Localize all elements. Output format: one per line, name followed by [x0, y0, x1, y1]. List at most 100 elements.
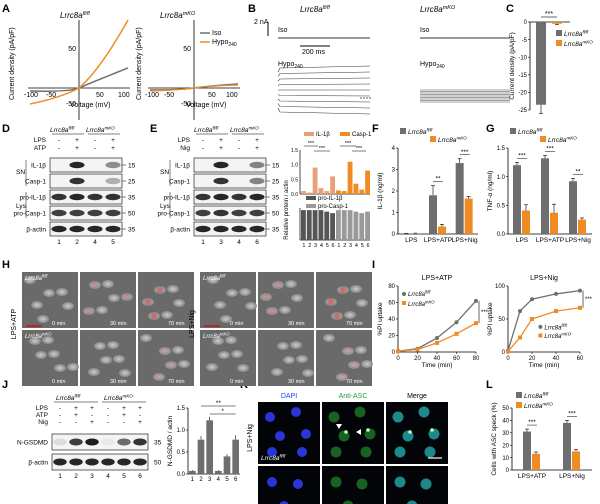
genotype-name: Lrrc8a: [56, 395, 75, 402]
e-ylabel: Relative protein / actin: [284, 180, 290, 239]
j-ytick-label: 0.0: [177, 472, 186, 478]
i2-sig: ***: [585, 297, 593, 303]
genotype-label: Lrrc8afl/fl: [56, 394, 81, 403]
genotype-name: Lrrc8a: [25, 334, 43, 340]
genotype-label: Lrrc8afl/fl: [408, 290, 431, 299]
i2-ytick-label: 50: [498, 317, 505, 323]
genotype-name: Lrrc8a: [524, 403, 543, 410]
blot-band: [69, 177, 85, 185]
iv-right-ytick-m50: -50: [181, 101, 191, 108]
e-bottom-bar: [330, 213, 335, 240]
j-ytick-label: 1.0: [177, 428, 186, 434]
patch-clamp-traces: [277, 37, 510, 115]
blot-band: [213, 161, 229, 169]
h-cell: [361, 360, 373, 368]
panel-a-title-fl: Lrrc8afl/fl: [60, 11, 90, 20]
j-blot-band: [117, 458, 131, 466]
h-pi-signal: [274, 281, 282, 289]
j-sign: -: [59, 405, 61, 412]
f-ytick-label: 1: [392, 211, 396, 217]
genotype-name: Lrrc8a: [524, 393, 543, 400]
genotype-name: Lrrc8a: [438, 137, 457, 144]
blot-band: [69, 209, 85, 217]
j-blot-band: [133, 458, 147, 466]
genotype-name: Lrrc8a: [203, 334, 221, 340]
g-bar: [569, 181, 577, 234]
e-top-bar: [347, 161, 353, 194]
i1-title: LPS+ATP: [422, 275, 453, 282]
blot-row-label: IL-1β: [175, 162, 190, 169]
j-xtick-label: 5: [225, 477, 229, 483]
trace-hypo-fl: [277, 65, 371, 73]
g-ylabel: TNF-α (ng/ml): [487, 171, 494, 212]
j-blot-band: [133, 438, 147, 446]
j-sign: +: [90, 405, 94, 412]
k-merge-cell: [402, 430, 414, 442]
h-cell: [226, 289, 238, 297]
blot-band: [87, 193, 103, 201]
h-time-label: 0 min: [230, 379, 243, 385]
j-bar: [197, 439, 205, 474]
h-cell: [290, 341, 302, 349]
blot-mw-label: 25: [128, 178, 136, 185]
j-sign: -: [107, 405, 109, 412]
genotype-sup: fl/fl: [83, 11, 91, 17]
blot-mw-label: 15: [128, 162, 136, 169]
panel-letter-c: C: [506, 3, 514, 15]
h-cell: [207, 276, 219, 284]
genotype-sup: fl/fl: [279, 454, 286, 459]
panel-b: Lrrc8afl/fl Lrrc8amKO 2 nA 200 ms Iso Is…: [254, 5, 510, 115]
j-bar: [232, 439, 239, 474]
h-cell: [37, 315, 49, 323]
j-sign: +: [138, 405, 142, 412]
j-lane-number: 1: [58, 473, 62, 480]
j-lane-number: 2: [74, 473, 78, 480]
genotype-sup: mKO: [248, 126, 259, 131]
j-bar: [223, 456, 231, 474]
h-time-label: 30 min: [110, 321, 127, 327]
genotype-label: Lrrc8amKO: [408, 300, 435, 309]
h-cell: [167, 285, 179, 293]
j-blot-band: [101, 438, 115, 446]
e-xtick-label: 5: [326, 243, 329, 249]
k-nucleus: [279, 501, 289, 504]
j-mw-label: 50: [154, 459, 162, 466]
c-ytick-label: 0: [524, 20, 528, 26]
f-xtick-label: LPS+ATP: [424, 237, 452, 244]
e-legend-swatch: [306, 196, 316, 200]
e-legend-label: pro-IL-1β: [318, 196, 343, 202]
j-blot-label: β-actin: [28, 459, 48, 466]
f-bar: [438, 226, 446, 234]
genotype-sup: fl/fl: [220, 274, 226, 279]
panel-letter-d: D: [2, 123, 10, 135]
i1-point: [474, 321, 478, 326]
panel-letter-l: L: [486, 379, 493, 391]
f-bar: [429, 195, 437, 234]
blot-lane-number: 5: [111, 239, 115, 246]
genotype-name: Lrrc8a: [518, 129, 537, 136]
f-sig: ***: [461, 149, 469, 156]
blot-sign: +: [255, 145, 259, 152]
l-bar: [532, 453, 540, 470]
genotype-sup: mKO: [104, 126, 115, 131]
genotype-sup: fl/fl: [536, 128, 543, 133]
blot-mw-label: 35: [272, 226, 280, 233]
e-bottom-bar: [359, 213, 365, 240]
k-asc-stain: [360, 446, 372, 458]
panel-letter-j: J: [2, 379, 8, 391]
g-bar: [513, 165, 521, 234]
genotype-label: Lrrc8afl/fl: [194, 126, 219, 135]
trace-hypo-fl: [277, 94, 371, 97]
blot-sign: +: [219, 145, 223, 152]
h-cell: [220, 315, 232, 323]
f-ytick-label: 4: [392, 146, 396, 152]
h-time-label: 30 min: [288, 321, 305, 327]
j-blot-band: [69, 458, 83, 466]
iv-left-ytick-m50: -50: [66, 101, 76, 108]
l-ytick-label: 30: [502, 431, 509, 437]
k-merge-cell: [406, 500, 418, 504]
c-bar: [552, 22, 562, 24]
e-top-bar: [359, 189, 365, 194]
panel-b-title-ko: Lrrc8amKO: [420, 5, 456, 14]
e-bottom-bar: [312, 210, 318, 240]
